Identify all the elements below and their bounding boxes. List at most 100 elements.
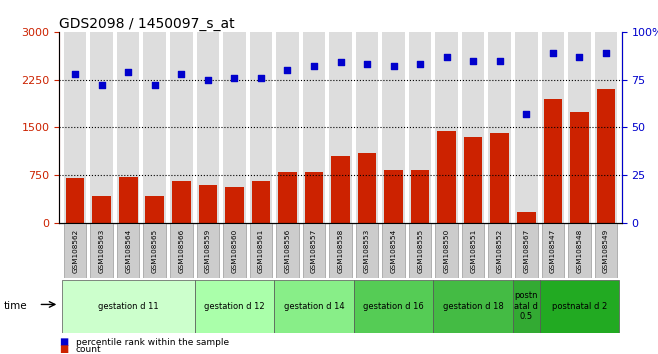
Bar [223,32,245,223]
Point [468,58,478,63]
Text: GSM108550: GSM108550 [443,228,449,273]
Text: ■: ■ [59,344,68,354]
FancyBboxPatch shape [542,223,564,278]
Text: GSM108563: GSM108563 [99,228,105,273]
Bar [329,32,352,223]
Text: gestation d 18: gestation d 18 [443,302,503,311]
Text: GSM108565: GSM108565 [152,228,158,273]
Bar [278,172,297,223]
Text: GSM108548: GSM108548 [576,228,582,273]
FancyBboxPatch shape [143,223,166,278]
Bar [64,32,86,223]
FancyBboxPatch shape [223,223,245,278]
Point [229,75,240,81]
Bar [145,196,164,223]
Text: GSM108555: GSM108555 [417,228,423,273]
Bar [90,32,113,223]
Bar [438,131,456,223]
FancyBboxPatch shape [197,223,219,278]
FancyBboxPatch shape [303,223,325,278]
Point [176,71,187,77]
Bar [172,181,191,223]
Bar [249,32,272,223]
Text: GSM108551: GSM108551 [470,228,476,273]
Text: postn
atal d
0.5: postn atal d 0.5 [515,291,538,321]
Text: count: count [76,345,101,354]
Point [256,75,266,81]
Point [362,62,372,67]
Text: gestation d 16: gestation d 16 [363,302,424,311]
Bar [66,178,84,223]
Bar [464,137,482,223]
FancyBboxPatch shape [62,280,195,333]
FancyBboxPatch shape [462,223,484,278]
Bar [117,32,139,223]
FancyBboxPatch shape [595,223,617,278]
Text: GSM108547: GSM108547 [550,228,556,273]
Bar [303,32,325,223]
Bar [331,156,350,223]
FancyBboxPatch shape [329,223,352,278]
Bar [436,32,458,223]
Bar [199,185,217,223]
Bar [92,196,111,223]
Text: GSM108549: GSM108549 [603,228,609,273]
FancyBboxPatch shape [64,223,86,278]
Bar [462,32,484,223]
Bar [143,32,166,223]
Text: GSM108554: GSM108554 [391,228,397,273]
Bar [356,32,378,223]
Point [203,77,213,82]
Bar [568,32,591,223]
Text: GSM108562: GSM108562 [72,228,78,273]
Bar [225,187,243,223]
Point [123,69,134,75]
FancyBboxPatch shape [117,223,139,278]
Point [70,71,80,77]
FancyBboxPatch shape [434,280,513,333]
FancyBboxPatch shape [568,223,591,278]
Bar [119,177,138,223]
FancyBboxPatch shape [170,223,193,278]
FancyBboxPatch shape [195,280,274,333]
Text: gestation d 11: gestation d 11 [98,302,159,311]
FancyBboxPatch shape [249,223,272,278]
Bar [251,181,270,223]
FancyBboxPatch shape [515,223,538,278]
Point [388,63,399,69]
Text: GSM108561: GSM108561 [258,228,264,273]
FancyBboxPatch shape [90,223,113,278]
Text: percentile rank within the sample: percentile rank within the sample [76,338,229,347]
Point [309,63,319,69]
Bar [384,170,403,223]
Bar [382,32,405,223]
Bar [170,32,193,223]
Bar [276,32,299,223]
Text: GDS2098 / 1450097_s_at: GDS2098 / 1450097_s_at [59,17,235,31]
Point [442,54,452,59]
FancyBboxPatch shape [540,280,619,333]
Bar [542,32,564,223]
FancyBboxPatch shape [409,223,432,278]
Point [574,54,584,59]
Bar [197,32,219,223]
FancyBboxPatch shape [274,280,354,333]
FancyBboxPatch shape [513,280,540,333]
Text: postnatal d 2: postnatal d 2 [551,302,607,311]
Text: ■: ■ [59,337,68,347]
FancyBboxPatch shape [354,280,434,333]
Text: gestation d 14: gestation d 14 [284,302,344,311]
Bar [544,99,562,223]
Point [601,50,611,56]
FancyBboxPatch shape [488,223,511,278]
Bar [409,32,432,223]
Text: GSM108560: GSM108560 [232,228,238,273]
Text: GSM108567: GSM108567 [523,228,529,273]
Text: GSM108556: GSM108556 [284,228,290,273]
Bar [305,172,323,223]
FancyBboxPatch shape [382,223,405,278]
Text: GSM108553: GSM108553 [364,228,370,273]
Text: GSM108558: GSM108558 [338,228,343,273]
Bar [515,32,538,223]
FancyBboxPatch shape [436,223,458,278]
